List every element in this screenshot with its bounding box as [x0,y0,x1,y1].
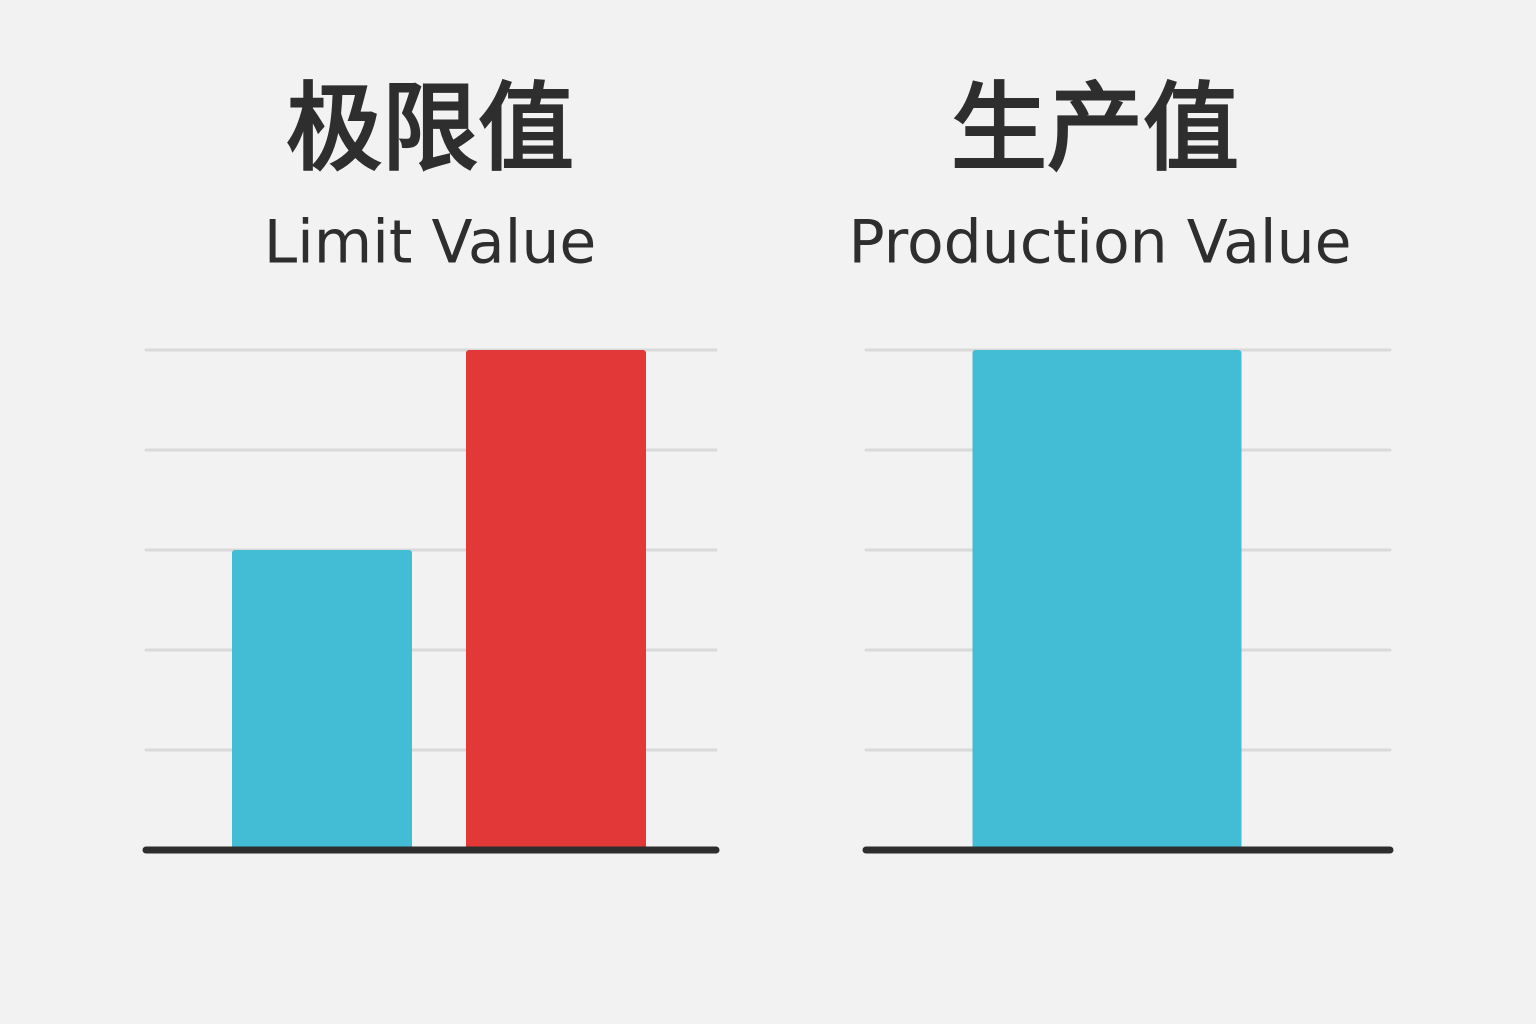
chart-subtitle: Limit Value [264,208,597,278]
chart-subtitle: Production Value [848,208,1351,278]
bar [972,350,1242,850]
bar [232,550,412,850]
bar [466,350,646,850]
chart-title: 极限值 [286,72,574,184]
chart-title: 生产值 [951,72,1239,184]
